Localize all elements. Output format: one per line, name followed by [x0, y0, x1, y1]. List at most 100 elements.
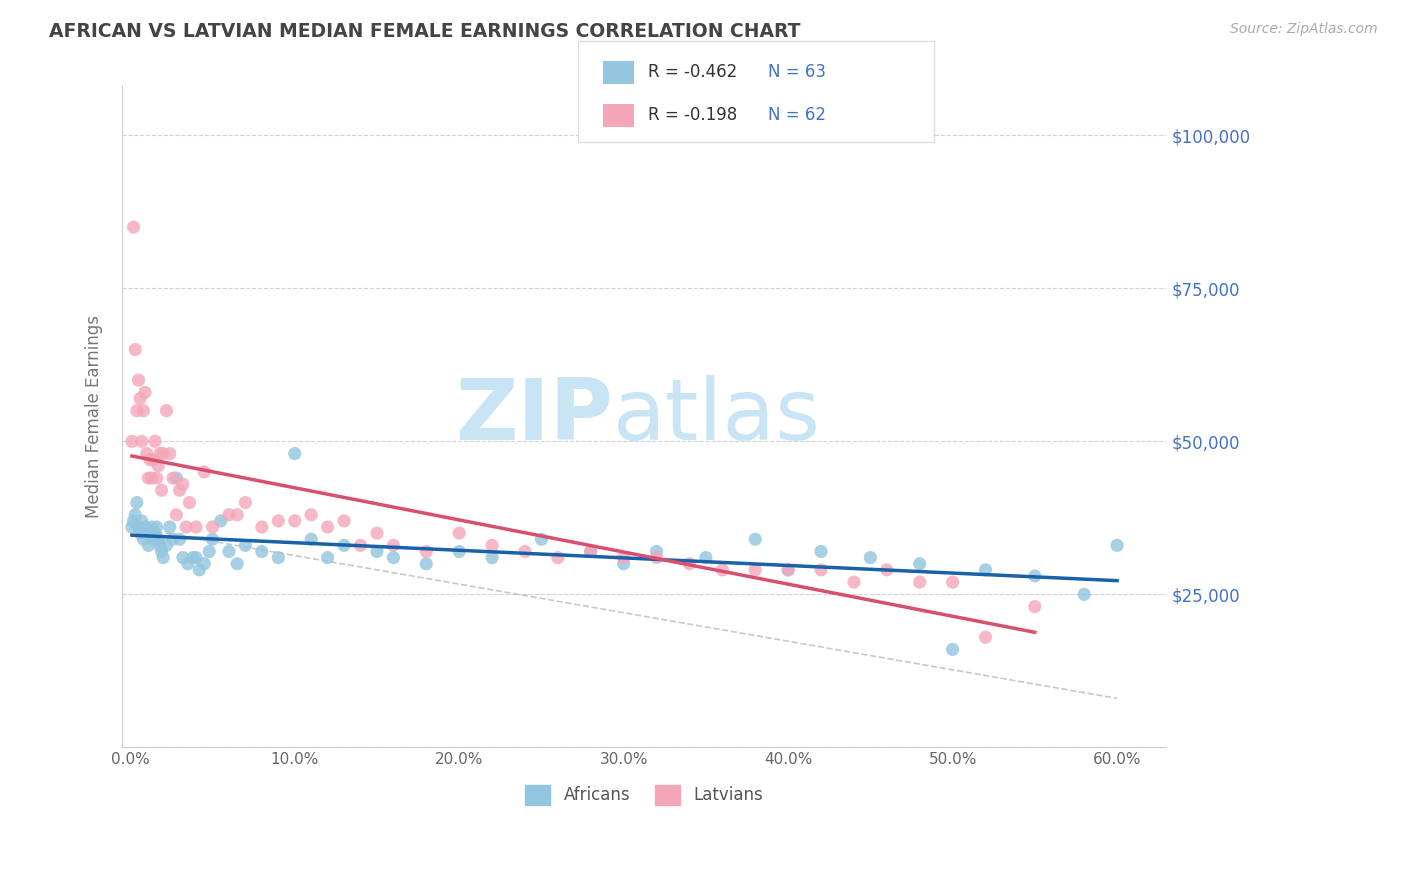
Point	[613, 557, 636, 571]
Point	[349, 538, 371, 552]
Point	[159, 520, 181, 534]
Point	[141, 471, 163, 485]
Point	[218, 508, 240, 522]
Point	[148, 533, 170, 547]
Point	[149, 446, 172, 460]
Point	[744, 563, 766, 577]
Point	[198, 544, 221, 558]
Point	[177, 557, 200, 571]
Point	[299, 533, 322, 547]
Point	[942, 642, 965, 657]
Point	[135, 526, 157, 541]
Point	[122, 514, 145, 528]
Point	[152, 446, 174, 460]
Point	[169, 533, 191, 547]
Point	[382, 550, 405, 565]
Text: ZIP: ZIP	[456, 376, 613, 458]
Point	[181, 550, 204, 565]
Point	[139, 452, 162, 467]
Point	[316, 550, 339, 565]
Point	[129, 392, 152, 406]
Point	[125, 403, 148, 417]
Point	[613, 550, 636, 565]
Point	[162, 471, 184, 485]
Point	[333, 538, 356, 552]
Point	[645, 544, 668, 558]
Point	[169, 483, 191, 498]
Point	[366, 544, 388, 558]
Point	[131, 514, 153, 528]
Point	[145, 471, 167, 485]
Point	[226, 508, 249, 522]
Point	[908, 575, 931, 590]
Point	[142, 452, 165, 467]
Point	[513, 544, 536, 558]
Point	[645, 550, 668, 565]
Point	[122, 220, 145, 235]
Point	[188, 563, 211, 577]
Point	[152, 550, 174, 565]
Point	[138, 538, 160, 552]
Point	[141, 520, 163, 534]
Point	[267, 550, 290, 565]
Point	[193, 465, 215, 479]
Point	[333, 514, 356, 528]
Point	[449, 526, 471, 541]
Point	[201, 520, 224, 534]
Point	[449, 544, 471, 558]
Legend: Africans, Latvians: Africans, Latvians	[519, 778, 770, 812]
Point	[299, 508, 322, 522]
Point	[172, 550, 194, 565]
Point	[174, 520, 197, 534]
Point	[366, 526, 388, 541]
Point	[226, 557, 249, 571]
Point	[179, 495, 201, 509]
Point	[842, 575, 865, 590]
Point	[284, 514, 307, 528]
Point	[159, 446, 181, 460]
Point	[810, 563, 832, 577]
Point	[218, 544, 240, 558]
Point	[134, 385, 156, 400]
Point	[415, 544, 437, 558]
Text: N = 63: N = 63	[768, 63, 825, 81]
Point	[235, 495, 257, 509]
Point	[711, 563, 734, 577]
Text: AFRICAN VS LATVIAN MEDIAN FEMALE EARNINGS CORRELATION CHART: AFRICAN VS LATVIAN MEDIAN FEMALE EARNING…	[49, 22, 800, 41]
Text: atlas: atlas	[613, 376, 821, 458]
Point	[678, 557, 700, 571]
Point	[124, 508, 146, 522]
Point	[184, 520, 207, 534]
Point	[134, 520, 156, 534]
Point	[125, 495, 148, 509]
Point	[129, 526, 152, 541]
Point	[149, 538, 172, 552]
Point	[121, 434, 143, 449]
Point	[132, 403, 155, 417]
Point	[942, 575, 965, 590]
Point	[908, 557, 931, 571]
Point	[579, 544, 602, 558]
Point	[481, 538, 503, 552]
Point	[316, 520, 339, 534]
Point	[1107, 538, 1129, 552]
Point	[128, 373, 150, 387]
Point	[547, 550, 569, 565]
Point	[250, 520, 273, 534]
Point	[284, 446, 307, 460]
Point	[145, 520, 167, 534]
Point	[143, 434, 166, 449]
Point	[135, 446, 157, 460]
Point	[184, 550, 207, 565]
Point	[193, 557, 215, 571]
Point	[162, 533, 184, 547]
Point	[139, 526, 162, 541]
Point	[138, 471, 160, 485]
Point	[209, 514, 232, 528]
Point	[481, 550, 503, 565]
Point	[124, 343, 146, 357]
Point	[155, 403, 177, 417]
Point	[974, 630, 997, 644]
Point	[859, 550, 882, 565]
Point	[382, 538, 405, 552]
